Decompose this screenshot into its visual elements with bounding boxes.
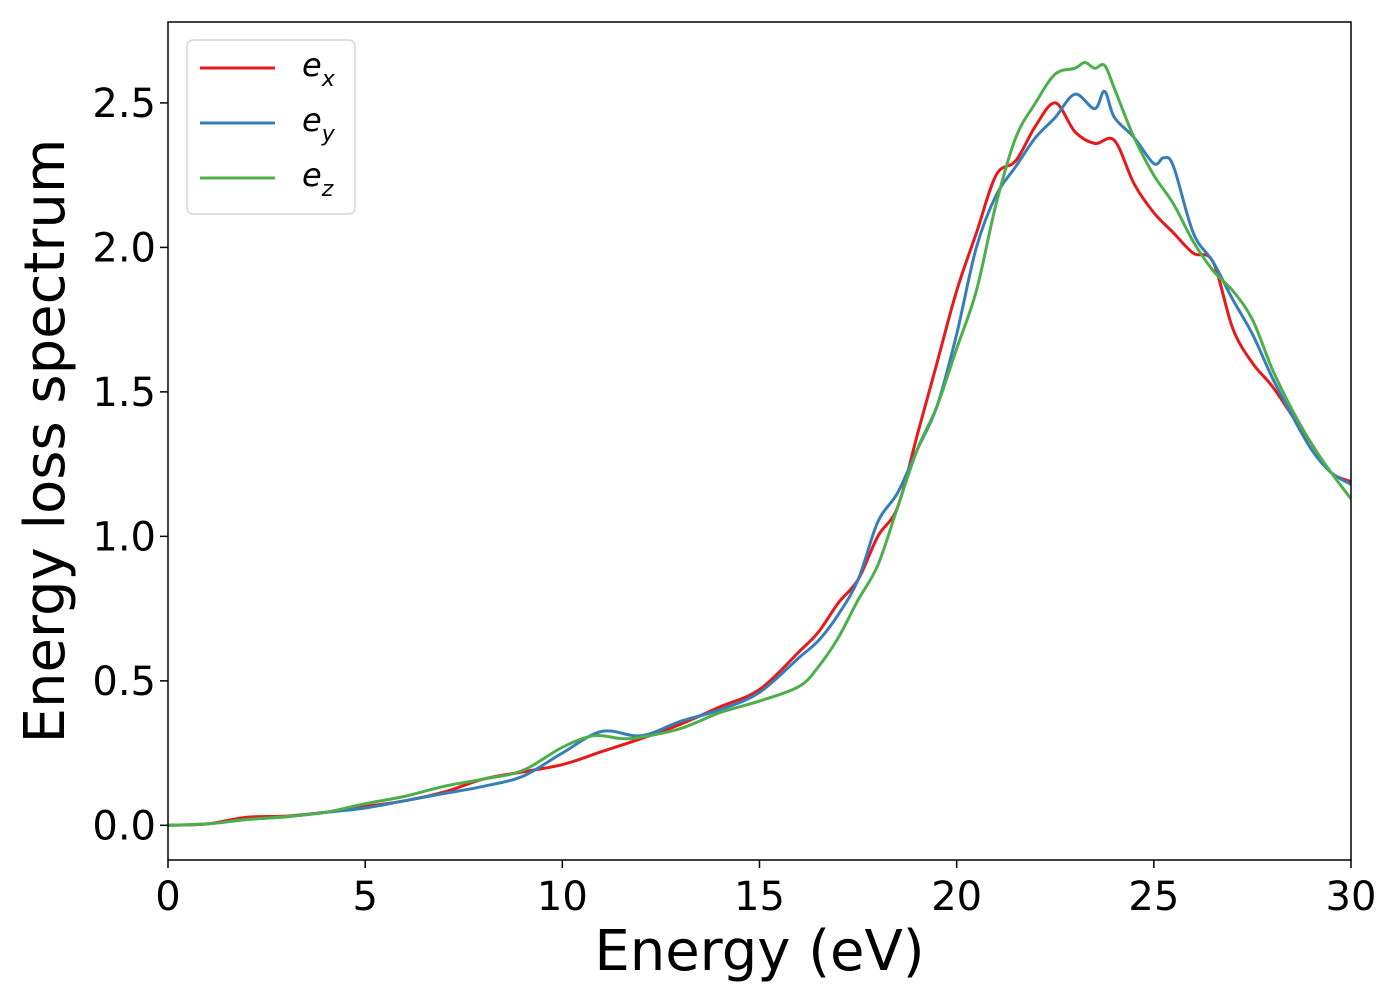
y-tick-label: 0.5 bbox=[92, 659, 156, 705]
legend-label-z: ez bbox=[302, 156, 334, 202]
x-axis-ticks: 0 5 10 15 20 25 30 bbox=[155, 860, 1376, 920]
legend-label-x: ex bbox=[302, 46, 336, 92]
y-axis-ticks: 0.0 0.5 1.0 1.5 2.0 2.5 bbox=[92, 81, 168, 849]
y-tick-label: 2.0 bbox=[92, 225, 156, 271]
y-tick-label: 1.5 bbox=[92, 370, 156, 416]
x-tick-label: 0 bbox=[155, 874, 180, 920]
legend-box bbox=[186, 39, 356, 215]
y-tick-label: 2.5 bbox=[92, 81, 156, 127]
legend-label-y: ey bbox=[302, 101, 336, 147]
y-tick-label: 0.0 bbox=[92, 803, 156, 849]
series-line-z bbox=[168, 61, 1351, 827]
x-tick-label: 30 bbox=[1326, 874, 1377, 920]
x-axis-label: Energy (eV) bbox=[594, 919, 924, 984]
x-tick-label: 5 bbox=[352, 874, 377, 920]
x-tick-label: 10 bbox=[537, 874, 588, 920]
legend: ex ey ez bbox=[186, 39, 356, 215]
x-tick-label: 25 bbox=[1128, 874, 1179, 920]
x-tick-label: 15 bbox=[734, 874, 785, 920]
y-axis-label: Energy loss spectrum bbox=[13, 139, 78, 744]
x-tick-label: 20 bbox=[931, 874, 982, 920]
series-layer bbox=[168, 61, 1351, 827]
y-tick-label: 1.0 bbox=[92, 514, 156, 560]
